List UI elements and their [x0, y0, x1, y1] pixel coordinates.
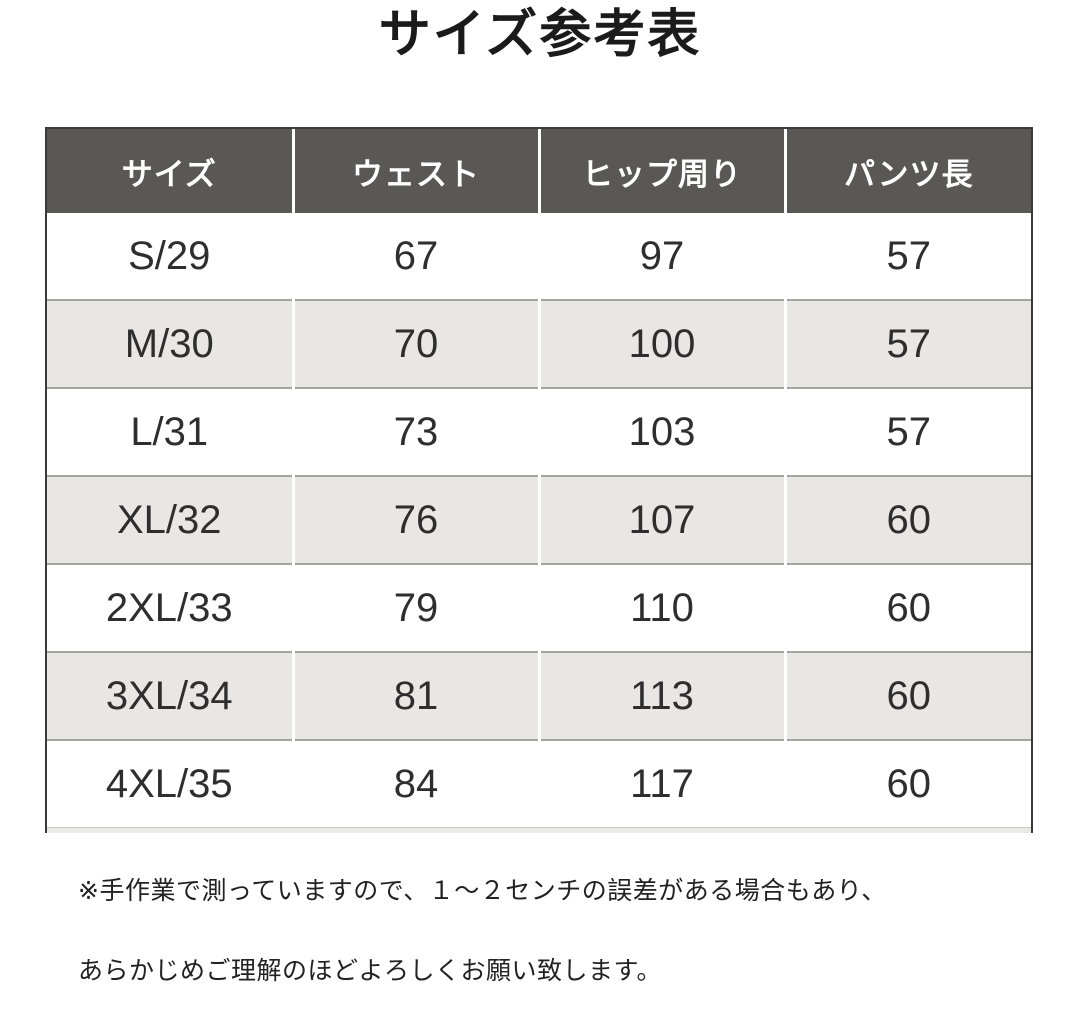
- column-header-waist: ウェスト: [291, 129, 539, 213]
- pants-length-cell: 57: [783, 213, 1031, 300]
- waist-cell: 73: [291, 388, 539, 476]
- waist-cell: 79: [291, 564, 539, 652]
- size-cell: 3XL/34: [47, 652, 293, 740]
- pants-length-cell: 57: [783, 300, 1031, 388]
- column-header-pants-length: パンツ長: [783, 129, 1031, 213]
- note-line-2: あらかじめご理解のほどよろしくお願い致します。: [78, 957, 663, 985]
- table-row-l31: L/31 73 103 57: [47, 388, 1031, 476]
- page-title: サイズ参考表: [378, 6, 702, 64]
- pants-length-cell: 60: [783, 740, 1031, 827]
- pants-length-cell: 57: [783, 388, 1031, 476]
- hip-cell: 107: [537, 476, 785, 564]
- size-cell: S/29: [47, 213, 293, 300]
- waist-cell: 70: [291, 300, 539, 388]
- pants-length-cell: 60: [783, 564, 1031, 652]
- hip-cell: 97: [537, 213, 785, 300]
- table-row-4xl35: 4XL/35 84 117 60: [47, 740, 1031, 827]
- size-cell: 2XL/33: [47, 564, 293, 652]
- size-chart-table: サイズ ウェスト ヒップ周り パンツ長 S/29 67 97 57 M/30 7…: [47, 129, 1031, 827]
- size-cell: 4XL/35: [47, 740, 293, 827]
- note-line-1: ※手作業で測っていますので、１～２センチの誤差がある場合もあり、: [78, 877, 887, 905]
- hip-cell: 117: [537, 740, 785, 827]
- size-cell: M/30: [47, 300, 293, 388]
- table-row-m30: M/30 70 100 57: [47, 300, 1031, 388]
- hip-cell: 103: [537, 388, 785, 476]
- waist-cell: 81: [291, 652, 539, 740]
- waist-cell: 84: [291, 740, 539, 827]
- size-cell: XL/32: [47, 476, 293, 564]
- table-header: サイズ ウェスト ヒップ周り パンツ長: [47, 129, 1031, 213]
- cutoff-row-sliver: [47, 827, 1031, 833]
- hip-cell: 100: [537, 300, 785, 388]
- pants-length-cell: 60: [783, 652, 1031, 740]
- header-row: サイズ ウェスト ヒップ周り パンツ長: [47, 129, 1031, 213]
- table-row-2xl33: 2XL/33 79 110 60: [47, 564, 1031, 652]
- hip-cell: 113: [537, 652, 785, 740]
- column-header-size: サイズ: [47, 129, 293, 213]
- table-row-3xl34: 3XL/34 81 113 60: [47, 652, 1031, 740]
- size-chart-table-container: サイズ ウェスト ヒップ周り パンツ長 S/29 67 97 57 M/30 7…: [45, 127, 1033, 833]
- pants-length-cell: 60: [783, 476, 1031, 564]
- size-cell: L/31: [47, 388, 293, 476]
- table-row-s29: S/29 67 97 57: [47, 213, 1031, 300]
- hip-cell: 110: [537, 564, 785, 652]
- table-body: S/29 67 97 57 M/30 70 100 57 L/31 73 103…: [47, 213, 1031, 827]
- waist-cell: 76: [291, 476, 539, 564]
- table-row-xl32: XL/32 76 107 60: [47, 476, 1031, 564]
- column-header-hip: ヒップ周り: [537, 129, 785, 213]
- waist-cell: 67: [291, 213, 539, 300]
